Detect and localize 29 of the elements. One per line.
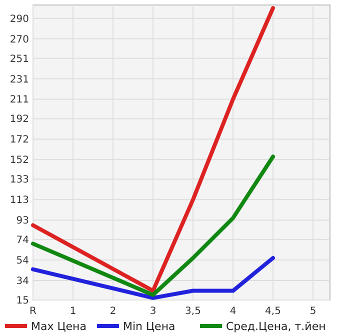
y-tick-label: 93 bbox=[16, 216, 29, 227]
legend-label: Max Цена bbox=[31, 320, 86, 333]
y-tick-label: 172 bbox=[10, 134, 29, 146]
x-tick-label: R bbox=[30, 306, 37, 317]
y-tick-label: 54 bbox=[16, 256, 29, 267]
y-tick-label: 34 bbox=[16, 276, 29, 288]
y-tick-label: 192 bbox=[10, 114, 29, 126]
line-series bbox=[31, 154, 275, 297]
y-tick-label: 251 bbox=[10, 54, 29, 65]
y-tick-label: 152 bbox=[10, 155, 29, 166]
y-tick-label: 231 bbox=[10, 74, 29, 86]
x-tick-label: 4,5 bbox=[265, 306, 281, 317]
x-tick-label: 5 bbox=[310, 306, 316, 317]
x-tick-label: 1 bbox=[70, 306, 76, 317]
line-series bbox=[31, 256, 275, 300]
y-tick-label: 270 bbox=[10, 34, 29, 46]
x-tick-label: 4 bbox=[230, 306, 236, 317]
y-tick-label: 74 bbox=[16, 235, 29, 246]
legend-label: Сред.Цена, т.йен bbox=[226, 320, 326, 333]
x-tick-label: 2 bbox=[110, 306, 116, 317]
legend-label: Min Цена bbox=[123, 320, 176, 333]
x-tick-label: 3 bbox=[150, 306, 156, 317]
y-tick-label: 15 bbox=[16, 296, 29, 306]
y-tick-label: 211 bbox=[10, 94, 29, 106]
y-tick-label: 113 bbox=[10, 195, 29, 206]
line-series bbox=[31, 6, 275, 293]
y-tick-label: 133 bbox=[10, 174, 29, 186]
x-tick-label: 3,5 bbox=[185, 306, 201, 317]
y-tick-label: 290 bbox=[10, 14, 29, 25]
